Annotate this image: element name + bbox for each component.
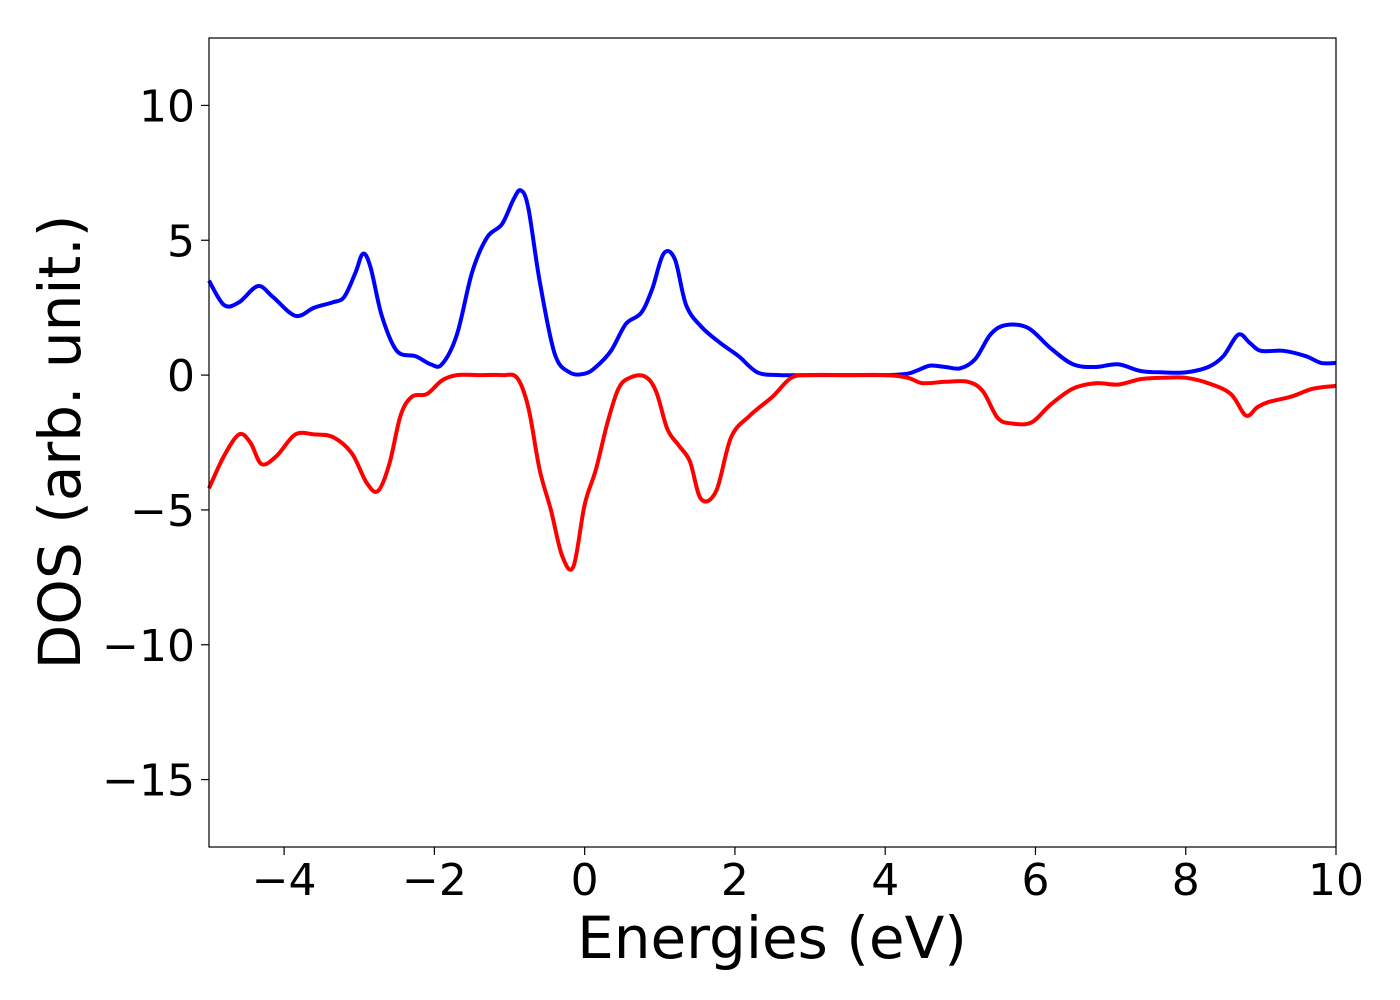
y-axis: 10 5 0 −5 −10 −15 bbox=[102, 81, 209, 807]
x-axis-title: Energies (eV) bbox=[577, 904, 967, 972]
y-tick-label: −5 bbox=[130, 486, 195, 537]
x-tick-label: 6 bbox=[1021, 855, 1049, 906]
x-tick-label: 10 bbox=[1308, 855, 1364, 906]
x-tick-label: −4 bbox=[252, 855, 317, 906]
y-tick-label: 10 bbox=[139, 81, 195, 132]
x-tick-label: 0 bbox=[571, 855, 599, 906]
x-tick-label: −2 bbox=[402, 855, 467, 906]
series-line-1 bbox=[207, 188, 1337, 378]
x-axis: −4 −2 0 2 4 6 8 10 bbox=[252, 847, 1364, 906]
x-tick-label: 8 bbox=[1172, 855, 1200, 906]
y-tick-label: 5 bbox=[167, 216, 195, 267]
plot-frame bbox=[208, 37, 1337, 848]
series-layer bbox=[207, 188, 1337, 572]
y-tick-label: 0 bbox=[167, 351, 195, 402]
series-line-2 bbox=[207, 372, 1337, 572]
y-tick-label: −15 bbox=[102, 756, 195, 807]
y-tick-label: −10 bbox=[102, 621, 195, 672]
y-axis-title: DOS (arb. unit.) bbox=[26, 215, 94, 670]
x-tick-label: 4 bbox=[871, 855, 899, 906]
x-tick-label: 2 bbox=[721, 855, 749, 906]
